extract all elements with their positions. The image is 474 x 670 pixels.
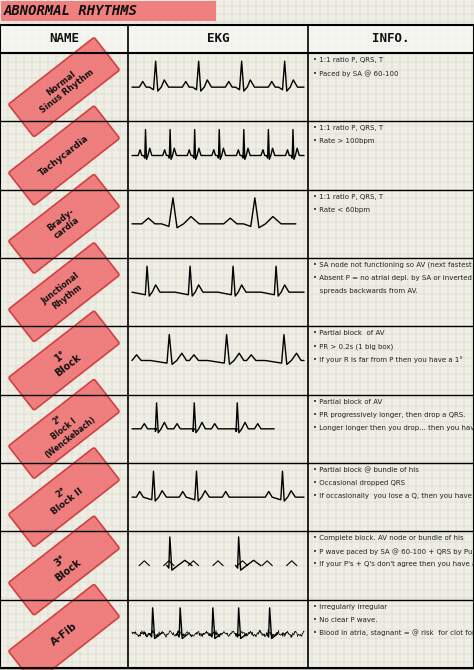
FancyBboxPatch shape [9,380,119,478]
Text: spreads backwards from AV.: spreads backwards from AV. [313,288,418,294]
Text: • Complete block. AV node or bundle of his: • Complete block. AV node or bundle of h… [313,535,464,541]
Text: 2°
Block II: 2° Block II [43,478,85,517]
FancyBboxPatch shape [9,243,119,342]
FancyBboxPatch shape [9,107,119,205]
Text: EKG: EKG [207,33,229,46]
Text: • Absent P = no atrial depl. by SA or inverted P as signal: • Absent P = no atrial depl. by SA or in… [313,275,474,281]
Text: • Blood in atria, stagnant = @ risk  for clot formation: • Blood in atria, stagnant = @ risk for … [313,630,474,636]
Text: • PR > 0.2s (1 big box): • PR > 0.2s (1 big box) [313,343,393,350]
Text: • 1:1 ratio P, QRS, T: • 1:1 ratio P, QRS, T [313,125,383,131]
Text: • If your R is far from P then you have a 1°: • If your R is far from P then you have … [313,356,463,363]
Text: Brady-
cardia: Brady- cardia [46,206,82,241]
Text: • Rate < 60bpm: • Rate < 60bpm [313,206,370,212]
Text: 1°
Block: 1° Block [46,343,82,378]
FancyBboxPatch shape [9,312,119,410]
Text: • Partial block  of AV: • Partial block of AV [313,330,384,336]
Text: • Occasional dropped QRS: • Occasional dropped QRS [313,480,405,486]
Text: • Partial block @ bundle of his: • Partial block @ bundle of his [313,467,419,474]
Text: • Rate > 100bpm: • Rate > 100bpm [313,138,374,144]
Text: • Paced by SA @ 60-100: • Paced by SA @ 60-100 [313,70,399,77]
Text: Normal
Sinus Rhythm: Normal Sinus Rhythm [32,60,96,115]
Text: • SA node not functioning so AV (next fastest takes  over): • SA node not functioning so AV (next fa… [313,262,474,269]
Text: • 1:1 ratio P, QRS, T: • 1:1 ratio P, QRS, T [313,194,383,200]
Text: • PR progressively longer, then drop a QRS.: • PR progressively longer, then drop a Q… [313,411,465,417]
Text: Tachycardia: Tachycardia [37,133,91,178]
Text: • Irregularly irregular: • Irregularly irregular [313,604,387,610]
Text: INFO.: INFO. [372,33,410,46]
FancyBboxPatch shape [9,448,119,547]
FancyBboxPatch shape [9,175,119,273]
FancyBboxPatch shape [1,1,216,21]
Text: • Longer longer then you drop... then you have a "Wenckebach": • Longer longer then you drop... then yo… [313,425,474,431]
Text: 2°
Block I
(Wenckebach): 2° Block I (Wenckebach) [31,398,97,460]
Text: 3°
Block: 3° Block [46,548,82,583]
Text: • No clear P wave.: • No clear P wave. [313,616,377,622]
Text: Junctional
Rhythm: Junctional Rhythm [40,271,88,314]
Text: • 1:1 ratio P, QRS, T: • 1:1 ratio P, QRS, T [313,57,383,63]
Text: NAME: NAME [49,33,79,46]
Text: • Partial block of AV: • Partial block of AV [313,399,382,405]
Text: • P wave paced by SA @ 60-100 + QRS by Purkinje @ 20-40: • P wave paced by SA @ 60-100 + QRS by P… [313,548,474,555]
Text: • If occasionally  you lose a Q, then you have  a type 2: • If occasionally you lose a Q, then you… [313,493,474,499]
FancyBboxPatch shape [9,38,119,137]
Text: • If your P's + Q's don't agree then you have a type 3.: • If your P's + Q's don't agree then you… [313,561,474,567]
FancyBboxPatch shape [9,517,119,615]
Text: A-Fib: A-Fib [49,620,79,647]
Text: ABNORMAL RHYTHMS: ABNORMAL RHYTHMS [4,4,138,18]
Bar [0,25,474,53]
FancyBboxPatch shape [9,585,119,670]
